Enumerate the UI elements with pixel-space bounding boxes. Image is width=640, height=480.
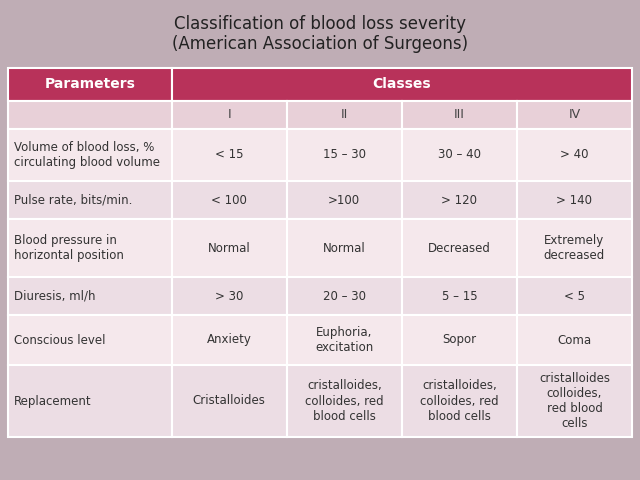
Text: > 30: > 30: [215, 289, 243, 302]
Bar: [8, 315, 172, 365]
Text: cristalloides
colloides,
red blood
cells: cristalloides colloides, red blood cells: [539, 372, 610, 430]
Bar: [8, 277, 172, 315]
Text: Cristalloides: Cristalloides: [193, 395, 266, 408]
Bar: [8, 219, 172, 277]
Bar: [402, 315, 517, 365]
Text: IV: IV: [568, 108, 580, 121]
Text: Replacement: Replacement: [14, 395, 92, 408]
Bar: [402, 277, 517, 315]
Text: < 100: < 100: [211, 193, 247, 206]
Text: I: I: [227, 108, 231, 121]
Bar: [517, 277, 632, 315]
Text: II: II: [340, 108, 348, 121]
Text: >100: >100: [328, 193, 360, 206]
Text: > 120: > 120: [442, 193, 477, 206]
Text: III: III: [454, 108, 465, 121]
Bar: [517, 181, 632, 219]
Text: Conscious level: Conscious level: [14, 334, 106, 347]
Text: Sopor: Sopor: [442, 334, 476, 347]
Text: Extremely
decreased: Extremely decreased: [544, 234, 605, 262]
Bar: [287, 101, 402, 129]
Bar: [517, 365, 632, 437]
Bar: [402, 129, 517, 181]
Text: 15 – 30: 15 – 30: [323, 148, 366, 161]
Text: Pulse rate, bits/min.: Pulse rate, bits/min.: [14, 193, 132, 206]
Text: Decreased: Decreased: [428, 241, 491, 254]
Bar: [287, 315, 402, 365]
Bar: [402, 219, 517, 277]
Bar: [172, 68, 632, 101]
Bar: [8, 129, 172, 181]
Bar: [172, 365, 287, 437]
Text: cristalloides,
colloides, red
blood cells: cristalloides, colloides, red blood cell…: [420, 380, 499, 422]
Bar: [517, 315, 632, 365]
Bar: [517, 219, 632, 277]
Bar: [402, 181, 517, 219]
Text: > 40: > 40: [560, 148, 589, 161]
Bar: [8, 68, 172, 101]
Text: > 140: > 140: [556, 193, 593, 206]
Bar: [8, 365, 172, 437]
Text: Blood pressure in
horizontal position: Blood pressure in horizontal position: [14, 234, 124, 262]
Text: Volume of blood loss, %
circulating blood volume: Volume of blood loss, % circulating bloo…: [14, 141, 160, 169]
Text: Parameters: Parameters: [44, 77, 135, 92]
Bar: [172, 315, 287, 365]
Text: Normal: Normal: [323, 241, 365, 254]
Text: < 5: < 5: [564, 289, 585, 302]
Bar: [8, 101, 172, 129]
Bar: [402, 365, 517, 437]
Bar: [8, 181, 172, 219]
Text: Classes: Classes: [372, 77, 431, 92]
Bar: [172, 219, 287, 277]
Text: 30 – 40: 30 – 40: [438, 148, 481, 161]
Bar: [287, 277, 402, 315]
Bar: [172, 129, 287, 181]
Bar: [287, 219, 402, 277]
Text: 20 – 30: 20 – 30: [323, 289, 366, 302]
Text: Coma: Coma: [557, 334, 591, 347]
Text: Diuresis, ml/h: Diuresis, ml/h: [14, 289, 95, 302]
Bar: [517, 101, 632, 129]
Bar: [402, 101, 517, 129]
Bar: [287, 129, 402, 181]
Bar: [172, 101, 287, 129]
Text: Euphoria,
excitation: Euphoria, excitation: [315, 326, 373, 354]
Text: Classification of blood loss severity
(American Association of Surgeons): Classification of blood loss severity (A…: [172, 14, 468, 53]
Bar: [517, 129, 632, 181]
Bar: [172, 181, 287, 219]
Text: Normal: Normal: [208, 241, 251, 254]
Text: < 15: < 15: [215, 148, 243, 161]
Bar: [172, 277, 287, 315]
Bar: [287, 181, 402, 219]
Bar: [287, 365, 402, 437]
Text: 5 – 15: 5 – 15: [442, 289, 477, 302]
Text: cristalloides,
colloides, red
blood cells: cristalloides, colloides, red blood cell…: [305, 380, 383, 422]
Text: Anxiety: Anxiety: [207, 334, 252, 347]
